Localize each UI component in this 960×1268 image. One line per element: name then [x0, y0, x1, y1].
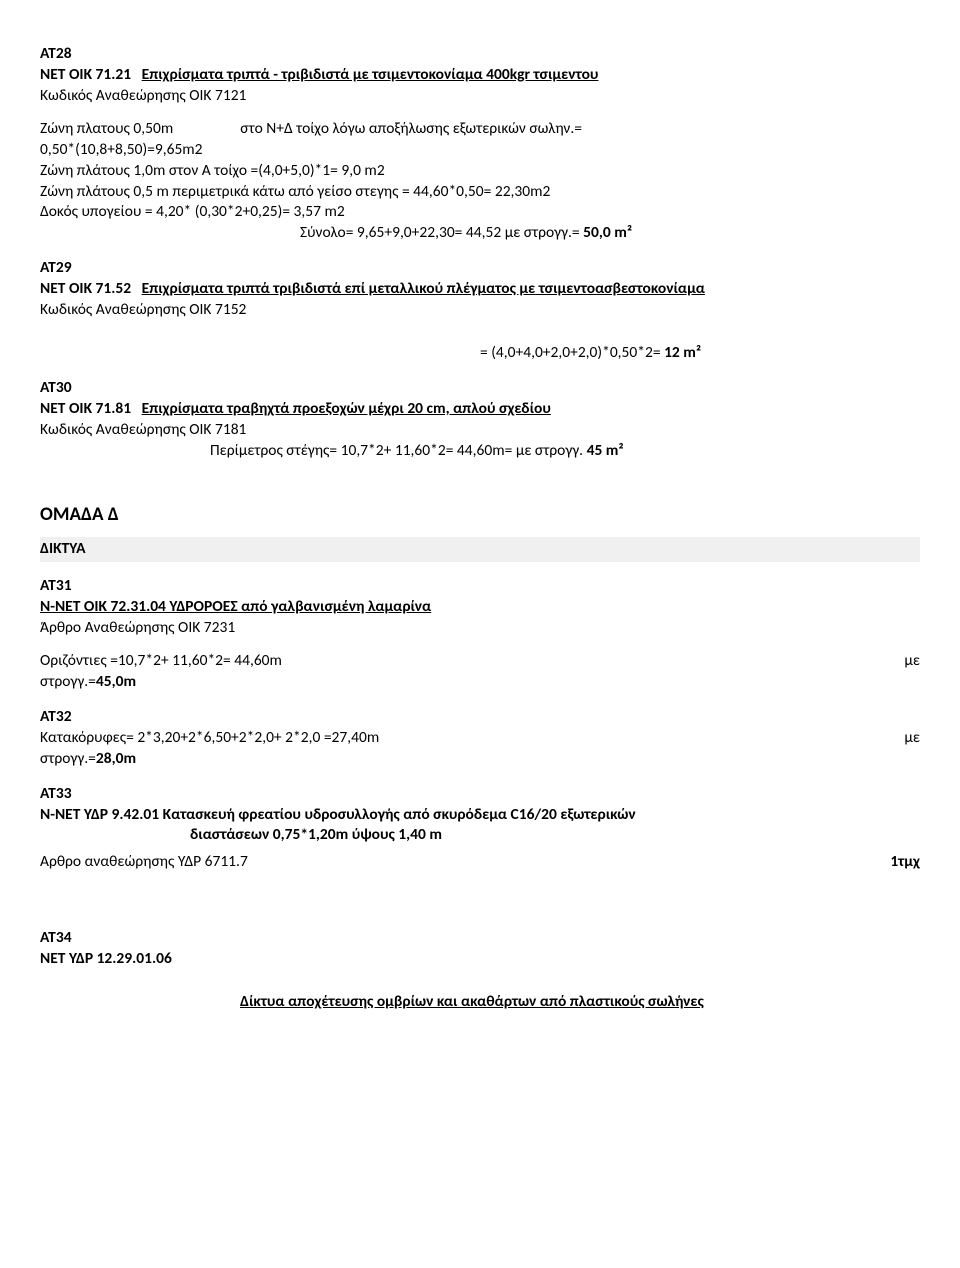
code-at30: AT30 [40, 378, 920, 399]
group-sub: ΔΙΚΤΥΑ [40, 537, 920, 562]
title-prefix: ΝΕΤ ΟΙΚ 71.52 [40, 279, 131, 298]
section-at33: AT33 Ν-ΝΕΤ ΥΔΡ 9.42.01 Κατασκευή φρεατίο… [40, 784, 920, 874]
title-at33: Ν-ΝΕΤ ΥΔΡ 9.42.01 Κατασκευή φρεατίου υδρ… [40, 805, 920, 826]
at29-result: = (4,0+4,0+2,0+2,0)*0,50*2= 12 m² [40, 343, 920, 364]
at28-line1: Ζώνη πλατους 0,50m στο Ν+Δ τοίχο λόγω απ… [40, 119, 920, 140]
at28-line5: Δοκός υπογείου = 4,20* (0,30*2+0,25)= 3,… [40, 202, 920, 223]
title-at28: ΝΕΤ ΟΙΚ 71.21 Επιχρίσματα τριπτά - τριβι… [40, 65, 920, 86]
section-at32: AT32 Κατακόρυφες= 2*3,20+2*6,50+2*2,0+ 2… [40, 707, 920, 770]
at31-line2: στρογγ.=45,0m [40, 672, 920, 693]
title-rest: Επιχρίσματα τριπτά τριβιδιστά επί μεταλλ… [142, 279, 705, 298]
rev-at28: Κωδικός Αναθεώρησης ΟΙΚ 7121 [40, 86, 920, 107]
section-at29: AT29 ΝΕΤ ΟΙΚ 71.52 Επιχρίσματα τριπτά τρ… [40, 258, 920, 364]
rev-at29: Κωδικός Αναθεώρησης ΟΙΚ 7152 [40, 300, 920, 321]
at31-line1: Οριζόντιες =10,7*2+ 11,60*2= 44,60m με [40, 651, 920, 672]
rev-at30: Κωδικός Αναθεώρησης ΟΙΚ 7181 [40, 420, 920, 441]
rev-at31: Άρθρο Αναθεώρησης ΟΙΚ 7231 [40, 618, 920, 639]
title-at34: ΝΕΤ ΥΔΡ 12.29.01.06 [40, 949, 920, 970]
section-at31: AT31 Ν-ΝΕΤ ΟΙΚ 72.31.04 ΥΔΡΟΡΟΕΣ από γαλ… [40, 576, 920, 693]
at32-line2: στρογγ.=28,0m [40, 749, 920, 770]
at28-line4: Ζώνη πλάτους 0,5 m περιμετρικά κάτω από … [40, 182, 920, 203]
section-at30: AT30 ΝΕΤ ΟΙΚ 71.81 Επιχρίσματα τραβηχτά … [40, 378, 920, 462]
at28-sum: Σύνολο= 9,65+9,0+22,30= 44,52 με στρογγ.… [40, 223, 920, 244]
title-prefix: ΝΕΤ ΟΙΚ 71.21 [40, 65, 131, 84]
title-prefix: ΝΕΤ ΟΙΚ 71.81 [40, 399, 131, 418]
group-head: ΟΜΑΔΑ Δ [40, 502, 920, 528]
section-at34: AT34 ΝΕΤ ΥΔΡ 12.29.01.06 Δίκτυα αποχέτευ… [40, 928, 920, 1013]
title-rest: Επιχρίσματα τριπτά - τριβιδιστά με τσιμε… [142, 65, 599, 84]
at28-line3: Ζώνη πλάτους 1,0m στον Α τοίχο =(4,0+5,0… [40, 161, 920, 182]
title-at30: ΝΕΤ ΟΙΚ 71.81 Επιχρίσματα τραβηχτά προεξ… [40, 399, 920, 420]
title2-at33: διαστάσεων 0,75*1,20m ύψους 1,40 m [40, 825, 920, 846]
title-rest: Επιχρίσματα τραβηχτά προεξοχών μέχρι 20 … [142, 399, 551, 418]
code-at33: AT33 [40, 784, 920, 805]
code-at32: AT32 [40, 707, 920, 728]
code-at31: AT31 [40, 576, 920, 597]
at30-line: Περίμετρος στέγης= 10,7*2+ 11,60*2= 44,6… [40, 441, 920, 462]
code-at34: AT34 [40, 928, 920, 949]
at32-line1: Κατακόρυφες= 2*3,20+2*6,50+2*2,0+ 2*2,0 … [40, 728, 920, 749]
code-at29: AT29 [40, 258, 920, 279]
title-at29: ΝΕΤ ΟΙΚ 71.52 Επιχρίσματα τριπτά τριβιδι… [40, 279, 920, 300]
at28-line2: 0,50*(10,8+8,50)=9,65m2 [40, 140, 920, 161]
title-at31: Ν-ΝΕΤ ΟΙΚ 72.31.04 ΥΔΡΟΡΟΕΣ από γαλβανισ… [40, 597, 431, 618]
footer-at34: Δίκτυα αποχέτευσης ομβρίων και ακαθάρτων… [170, 992, 704, 1013]
section-at28: AT28 ΝΕΤ ΟΙΚ 71.21 Επιχρίσματα τριπτά - … [40, 44, 920, 244]
code-at28: AT28 [40, 44, 920, 65]
at33-rev-qty: Αρθρο αναθεώρησης ΥΔΡ 6711.7 1τμχ [40, 852, 920, 873]
